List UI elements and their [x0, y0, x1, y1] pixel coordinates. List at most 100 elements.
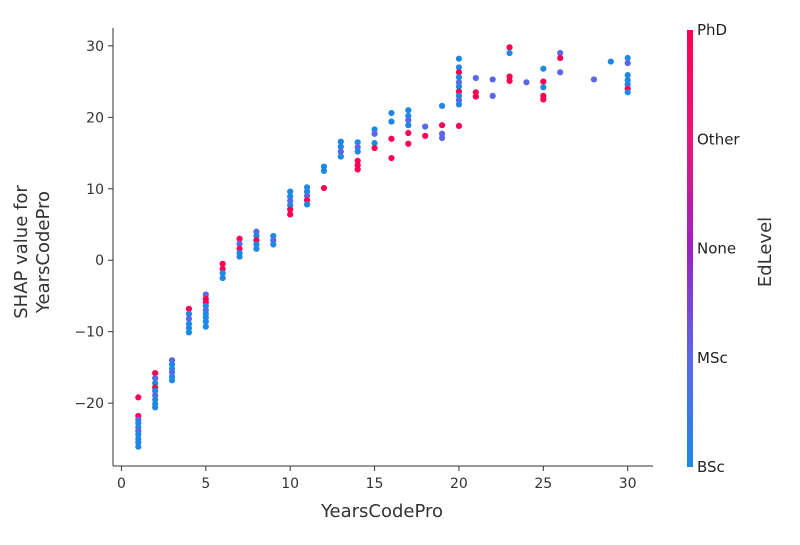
data-point	[506, 44, 513, 51]
data-point	[202, 323, 209, 330]
data-point	[253, 228, 260, 235]
data-point	[489, 76, 496, 83]
data-point	[590, 76, 598, 83]
data-point	[270, 237, 277, 244]
data-point	[168, 377, 176, 384]
data-point	[438, 134, 446, 142]
data-point	[405, 122, 412, 129]
data-point	[388, 118, 395, 125]
data-point	[337, 153, 344, 160]
data-point	[303, 197, 311, 204]
data-point	[540, 78, 547, 85]
data-point	[185, 315, 193, 322]
data-point	[506, 49, 513, 57]
x-tick-label: 5	[201, 476, 210, 492]
data-point	[185, 324, 193, 332]
data-point	[624, 77, 631, 84]
data-point	[303, 184, 311, 191]
data-point	[168, 357, 176, 364]
data-point	[371, 130, 378, 137]
data-point	[253, 245, 260, 252]
data-point	[455, 101, 463, 108]
y-tick-label: 0	[95, 253, 104, 269]
data-point	[287, 202, 294, 209]
data-point	[472, 89, 479, 96]
data-point	[152, 370, 159, 377]
data-point	[185, 305, 193, 312]
x-tick-label: 15	[366, 476, 384, 492]
data-point	[135, 443, 142, 450]
data-point	[253, 232, 260, 240]
data-point	[540, 65, 547, 72]
data-point	[253, 241, 260, 248]
data-point	[455, 92, 463, 99]
data-point	[287, 197, 294, 205]
data-point	[354, 166, 361, 173]
data-point	[287, 188, 294, 195]
data-point	[202, 314, 209, 321]
data-point	[472, 93, 479, 100]
data-point	[219, 274, 226, 282]
data-point	[219, 265, 226, 272]
data-point	[455, 55, 463, 62]
colorbar-tick-label: MSc	[697, 349, 728, 367]
data-point	[506, 77, 513, 84]
data-point	[540, 96, 547, 103]
data-point	[168, 361, 176, 368]
data-point	[202, 302, 209, 310]
data-point	[540, 84, 547, 91]
data-point	[236, 245, 243, 252]
y-tick-label: −10	[74, 325, 104, 341]
data-point	[320, 184, 328, 192]
data-point	[455, 79, 463, 86]
data-point	[422, 123, 429, 130]
data-point	[337, 148, 344, 155]
y-tick-label: 30	[86, 39, 104, 55]
data-point	[405, 140, 412, 147]
data-point	[371, 139, 378, 147]
y-tick-label: 10	[86, 182, 104, 198]
colorbar-tick-label: Other	[697, 130, 740, 148]
y-axis-label-line-2: YearsCodePro	[33, 191, 54, 314]
data-point	[455, 83, 463, 90]
data-point	[506, 73, 513, 80]
data-point	[152, 375, 159, 382]
y-ticks: −20 −10 0 10 20 30	[74, 39, 113, 412]
y-axis-label-line-1: SHAP value for	[11, 185, 32, 319]
data-point	[388, 154, 395, 162]
data-point	[557, 54, 564, 62]
data-point	[270, 241, 277, 248]
data-point	[152, 396, 159, 403]
data-point	[438, 130, 446, 137]
data-point	[236, 235, 243, 242]
data-point	[388, 109, 395, 117]
data-point	[557, 69, 564, 76]
data-point	[624, 54, 631, 62]
data-point	[455, 88, 463, 95]
x-axis-label: YearsCodePro	[320, 501, 443, 522]
y-tick-label: 20	[86, 110, 104, 126]
data-point	[135, 420, 142, 427]
data-point	[303, 188, 311, 195]
data-point	[135, 431, 142, 438]
data-point	[624, 89, 631, 96]
colorbar	[687, 30, 693, 467]
data-point	[354, 162, 361, 169]
x-tick-label: 30	[619, 476, 637, 492]
data-point	[438, 102, 446, 109]
data-point	[270, 232, 277, 240]
data-point	[354, 144, 361, 151]
colorbar-tick-label: PhD	[697, 21, 727, 39]
data-point	[152, 380, 159, 387]
data-point	[152, 404, 159, 411]
data-point	[489, 92, 496, 99]
data-point	[185, 310, 193, 317]
data-point	[354, 148, 361, 155]
y-axis-label: SHAP value for YearsCodePro	[11, 185, 54, 319]
data-point	[371, 126, 378, 133]
data-point	[455, 74, 463, 81]
colorbar-tick-labels: BSc MSc None Other PhD	[697, 21, 740, 476]
data-point	[135, 394, 142, 401]
data-point	[607, 58, 614, 65]
